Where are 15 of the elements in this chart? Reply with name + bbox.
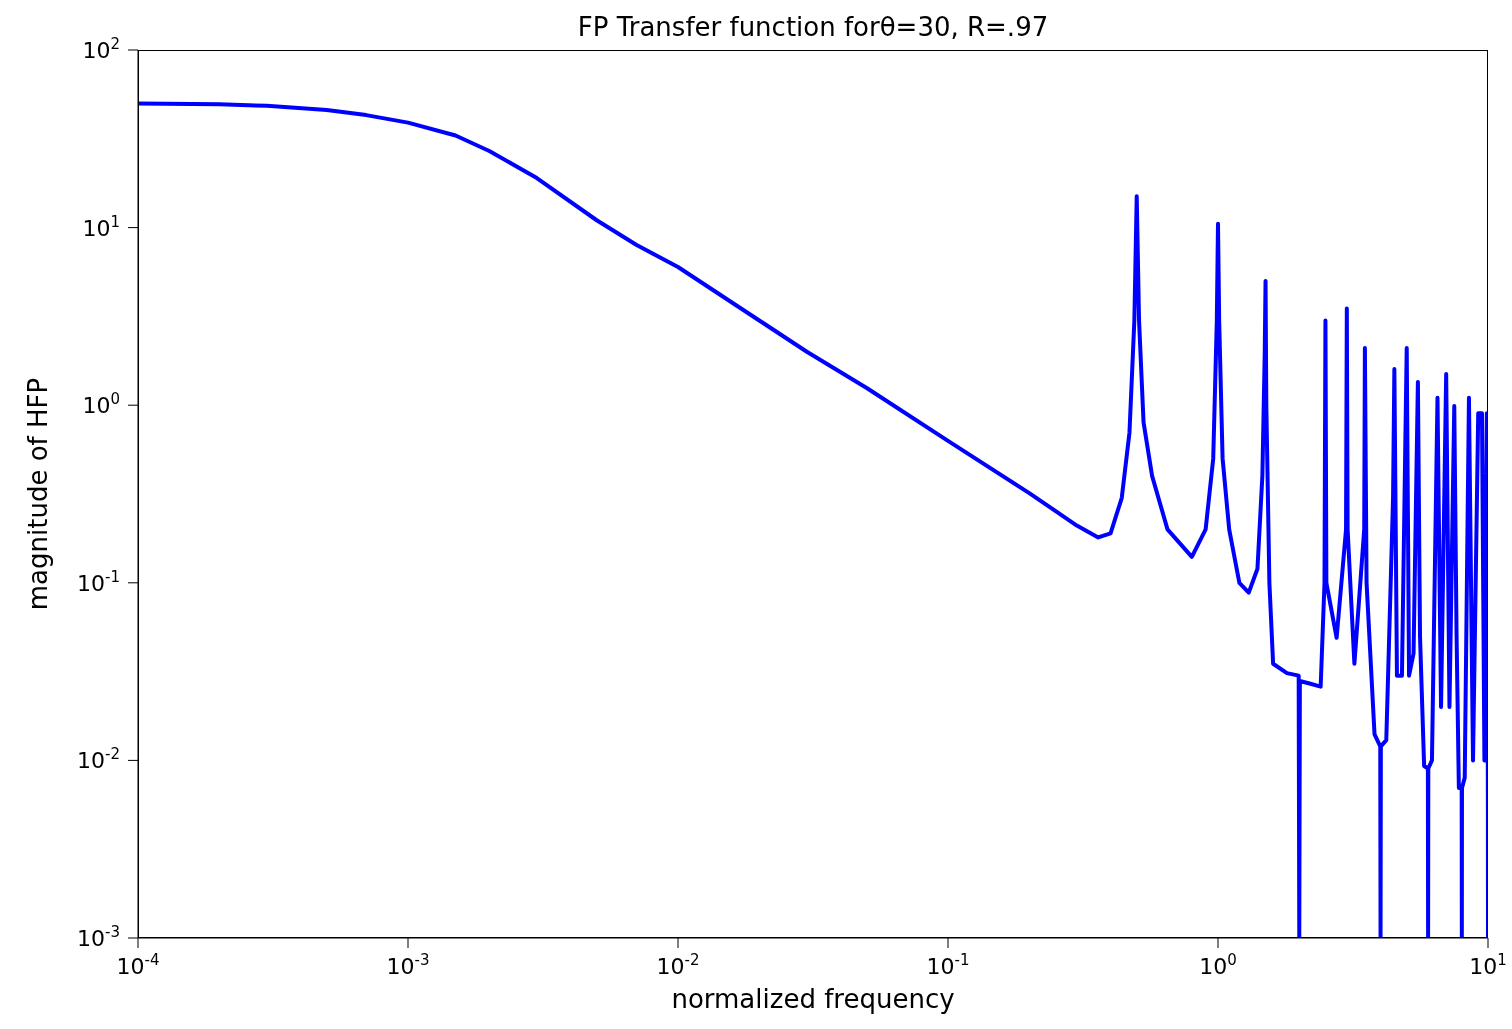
x-tick-label: 10$^{-2}$ — [656, 951, 700, 979]
y-tick-label: 10$^{-2}$ — [77, 745, 120, 774]
x-axis-title: normalized frequency — [671, 984, 955, 1014]
y-axis-title: magnitude of HFP — [23, 377, 54, 611]
y-tick-label: 10$^{0}$ — [82, 390, 120, 419]
x-tick-label: 10$^{-3}$ — [386, 951, 430, 979]
x-tick-label: 10$^{-4}$ — [116, 951, 160, 979]
y-tick-label: 10$^{1}$ — [82, 212, 120, 241]
x-tick-label: 10$^{-1}$ — [926, 951, 970, 979]
x-tick-label: 10$^{1}$ — [1469, 951, 1507, 979]
y-tick-label: 10$^{-1}$ — [77, 567, 120, 596]
chart-title: FP Transfer function forθ=30, R=.97 — [576, 12, 1050, 42]
y-tick-label: 10$^{2}$ — [82, 35, 120, 63]
x-tick-label: 10$^{0}$ — [1199, 951, 1237, 979]
y-tick-label: 10$^{-3}$ — [77, 923, 120, 951]
